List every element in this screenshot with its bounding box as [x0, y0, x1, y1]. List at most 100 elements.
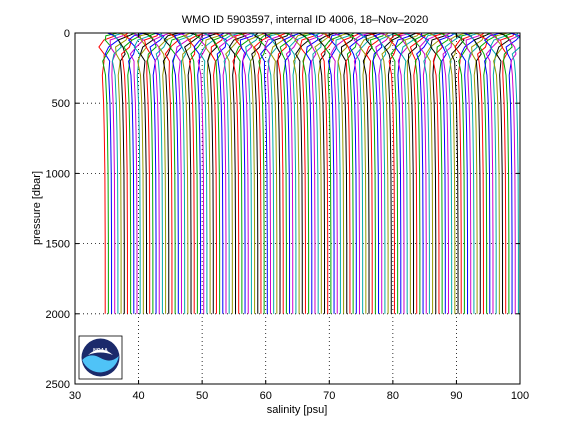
profile-line [499, 33, 515, 314]
noaa-logo-bird [88, 349, 113, 355]
profile-line [362, 33, 378, 314]
profile-line [479, 33, 498, 314]
profile-line [162, 33, 180, 314]
profile-line [335, 33, 350, 314]
profile-line [216, 33, 227, 314]
profile-line [483, 33, 501, 314]
profile-line [448, 33, 467, 314]
profile-line [147, 33, 157, 314]
x-tick-label: 90 [450, 390, 462, 402]
profile-line [359, 33, 377, 314]
profile-line [305, 33, 319, 314]
profile-line [175, 33, 188, 314]
profile-line [155, 33, 169, 314]
profile-line [169, 33, 186, 314]
y-tick-label: 1000 [46, 168, 70, 180]
profile-line [409, 33, 427, 314]
profile-line [182, 33, 192, 314]
profile-line [247, 33, 266, 314]
profile-line [158, 33, 177, 314]
profile-line [508, 34, 520, 314]
profile-line [137, 33, 152, 314]
y-axis: 0 500 1000 1500 2000 2500 [46, 28, 520, 391]
profile-line [471, 33, 485, 314]
profile-line [458, 33, 474, 314]
profile-line [210, 33, 224, 314]
profile-line [260, 33, 275, 314]
profile-lines [98, 33, 520, 314]
profile-line [404, 33, 421, 314]
profile-line [98, 33, 117, 314]
profile-line [293, 33, 310, 314]
y-tick-label: 1500 [46, 239, 70, 251]
grid-lines [75, 33, 520, 384]
profile-line [285, 33, 299, 314]
profile-line [430, 33, 446, 314]
profile-line [353, 33, 371, 314]
profile-line [438, 33, 456, 314]
profile-line [288, 33, 308, 314]
profile-line [204, 33, 220, 314]
x-tick-label: 100 [511, 390, 529, 402]
profile-line [102, 33, 118, 314]
profile-line [442, 33, 453, 314]
profile-line [267, 33, 282, 314]
x-tick-label: 60 [260, 390, 272, 402]
y-tick-label: 500 [52, 98, 70, 110]
profile-line [423, 33, 440, 314]
profile-line [277, 33, 287, 314]
profile-line [378, 33, 397, 314]
x-tick-label: 30 [69, 390, 81, 402]
profile-line [485, 33, 501, 314]
profile-line [308, 33, 326, 314]
profile-line [207, 33, 220, 314]
profile-line [212, 33, 231, 314]
noaa-logo-text: NOAA [93, 348, 108, 354]
profile-line [187, 33, 206, 314]
profile-line [369, 33, 385, 314]
profile-line [355, 33, 370, 314]
y-axis-title: pressure [dbar] [31, 171, 43, 245]
profile-line [346, 33, 358, 314]
profile-line [239, 33, 254, 314]
profile-line [493, 33, 508, 314]
profile-line [436, 33, 449, 314]
profile-line [465, 33, 480, 314]
profile-line [349, 33, 368, 314]
profile-line [454, 33, 473, 314]
profile-line [327, 33, 344, 314]
profile-line [390, 33, 405, 314]
profile-line [302, 33, 316, 314]
profile-line [400, 33, 414, 314]
profile-line [450, 33, 465, 314]
profile-line [317, 33, 336, 314]
profile-line [123, 33, 142, 314]
profile-line [133, 33, 152, 314]
profile-line [184, 33, 201, 314]
profile-line [299, 33, 316, 314]
y-tick-label: 2500 [46, 379, 70, 391]
x-tick-label: 80 [387, 390, 399, 402]
plot-area-frame [74, 32, 521, 385]
profile-line [152, 33, 171, 314]
profile-line [258, 33, 275, 314]
profile-line [473, 33, 492, 314]
profile-line [129, 33, 145, 314]
profile-line [232, 33, 248, 314]
profile-line [397, 33, 412, 314]
profile-line [228, 33, 247, 314]
profile-line [222, 33, 241, 314]
profile-line [320, 33, 335, 314]
profile-line [416, 33, 430, 314]
profile-line [312, 33, 322, 314]
profile-line [323, 33, 343, 314]
profile-line [172, 33, 186, 314]
profile-line [282, 33, 301, 314]
profile-line [279, 33, 296, 314]
y-tick-label: 2000 [46, 309, 70, 321]
profile-line [143, 33, 160, 314]
x-tick-label: 50 [196, 390, 208, 402]
profile-line [343, 33, 361, 314]
profile-line [432, 33, 446, 314]
